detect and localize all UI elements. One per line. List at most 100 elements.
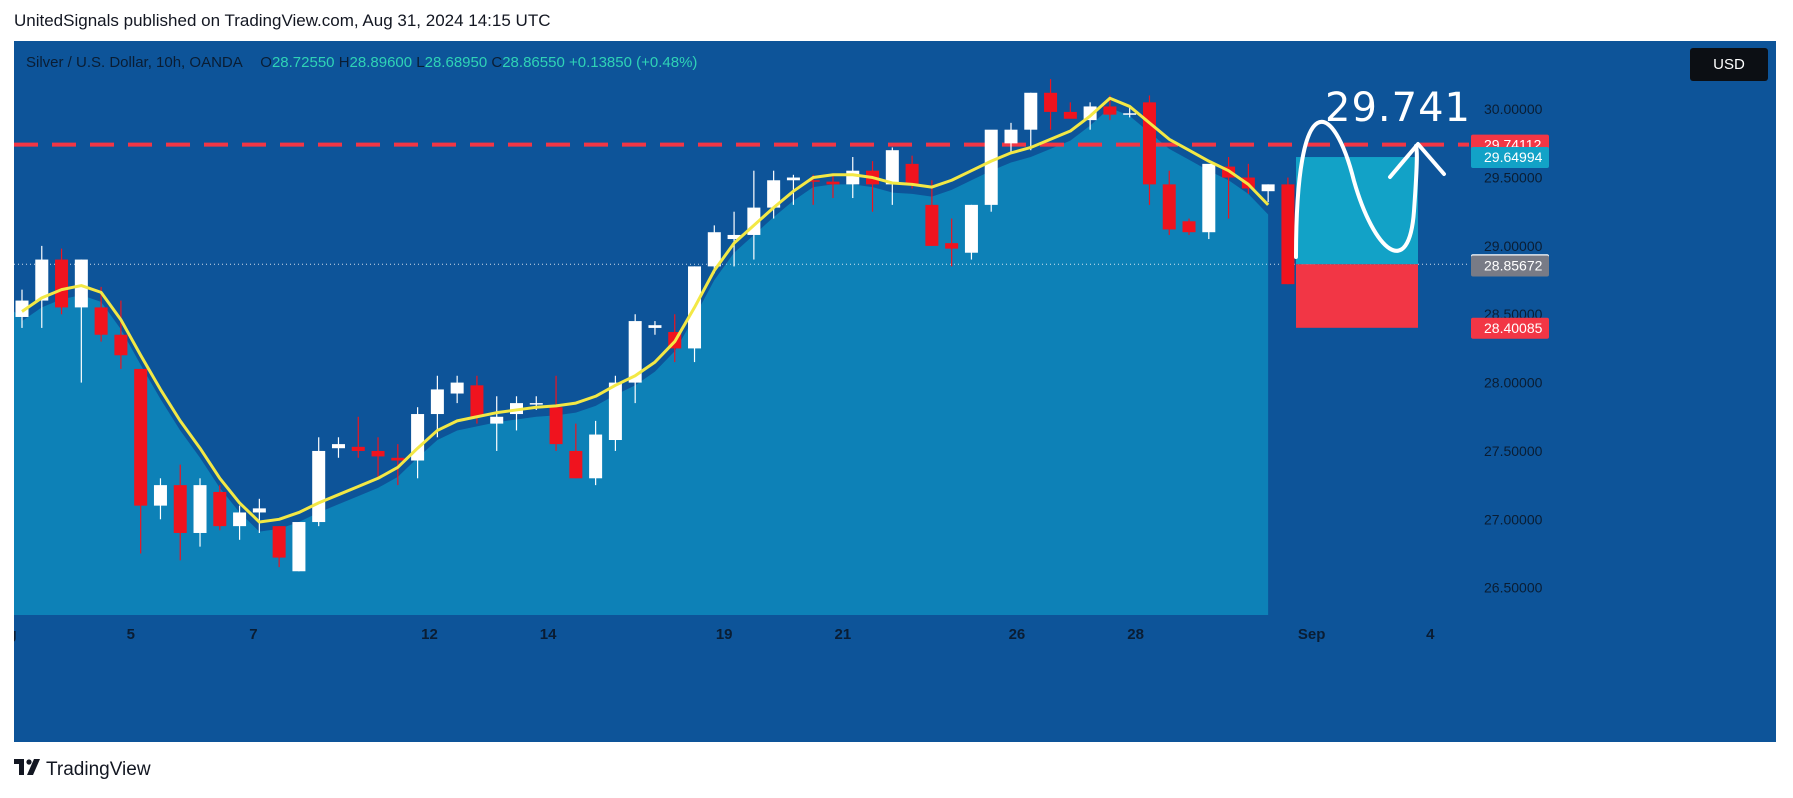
candle-body [35,259,49,301]
long-stop-zone [1296,264,1418,328]
projection-arrow [1294,119,1419,259]
y-tick-label: 27.50000 [1484,443,1543,459]
x-tick-label: 12 [421,626,438,643]
y-axis: 26.5000027.0000027.5000028.0000028.50000… [1484,101,1543,595]
y-tick-label: 30.00000 [1484,101,1543,117]
chart-frame[interactable]: 29.741 26.50000 27.00000 27.50000 28.00000 28… [14,41,1776,742]
legend-close-value: 28.86550 [502,54,565,71]
candle-body [430,389,444,415]
candle-body [233,512,247,527]
legend-low-value: 28.68950 [424,54,488,71]
candle-body [213,491,227,527]
legend-symbol: Silver / U.S. Dollar, 10h, OANDA [26,54,242,71]
candle-body [94,307,108,335]
x-tick-label: 28 [1127,626,1144,643]
tradingview-logo-icon [14,759,40,781]
trend-area [14,107,1269,616]
footer-brand[interactable]: TradingView [14,759,151,781]
x-tick-label: 14 [540,626,557,643]
x-tick-label: 26 [1009,626,1026,643]
candle-body [1261,184,1275,192]
candle-body [885,150,899,185]
candle-body [846,170,860,185]
candle-body [905,163,919,185]
legend-change-value: +0.13850 (+0.48%) [568,54,698,71]
candle-body [312,450,326,523]
candle-body [608,382,622,441]
candle-body [925,204,939,246]
x-tick-label: Sep [1298,626,1326,643]
price-label-box [1471,147,1549,169]
candle-body [727,234,741,240]
candle-body [806,180,820,182]
candle-body [193,485,207,533]
candle-body [826,181,840,185]
candle-body [945,243,959,249]
x-tick-label: 19 [716,626,733,643]
candle-body [786,177,800,181]
publish-header: UnitedSignals published on TradingView.c… [14,11,551,30]
candle-body [292,522,306,572]
candle-body [1123,113,1137,115]
candle-body [1024,92,1038,130]
candle-body [331,444,345,449]
x-tick-label: 5 [127,626,135,643]
candle-body [272,526,286,558]
legend-high-value: 28.89600 [349,54,413,71]
candle-body [74,259,88,308]
x-tick-label: g [14,626,17,643]
candle-body [134,368,148,506]
candle-body [1142,102,1156,185]
candle-body [1281,184,1295,285]
y-tick-label: 26.50000 [1484,580,1543,596]
candle-body [1162,184,1176,230]
projection-arrowhead [1388,142,1446,179]
candle-body [153,485,167,506]
target-annotation: 29.741 [1325,85,1471,131]
candle-body [569,450,583,479]
candle-body [1182,221,1196,233]
candle-body [1004,129,1018,144]
price-label-box [1471,255,1549,277]
moving-average-line [21,96,1270,524]
candle-body [549,407,563,445]
currency-button[interactable]: USD [1690,48,1768,81]
y-tick-label: 29.00000 [1484,238,1543,254]
y-tick-label: 29.50000 [1484,170,1543,186]
candle-body [15,300,29,317]
candle-body [391,457,405,461]
candle-body [450,382,464,394]
x-tick-label: 21 [835,626,852,643]
candle-body [1103,106,1117,115]
candle-body [1044,92,1058,112]
legend-low-label: L [416,54,425,71]
price-label-box [1471,317,1549,339]
x-tick-label: 4 [1426,626,1435,643]
candle-body [529,403,543,405]
candle-body [707,232,721,267]
price-label: 29.64994 [1484,149,1543,165]
candle-body [490,416,504,424]
legend-close-label: C [491,54,503,71]
candle-body [589,434,603,479]
candle-body [371,450,385,457]
candle-body [1202,163,1216,233]
x-axis: g 5 7 12 14 19 21 26 28 Sep 4 [14,626,1435,643]
long-target-zone [1296,157,1418,265]
price-label: 28.40085 [1484,320,1543,336]
candle-body [648,325,662,328]
candle-body [1063,111,1077,119]
candle-body [984,129,998,205]
candle-body [411,414,425,461]
candle-body [964,204,978,253]
candle-body [55,259,69,308]
candle-body [628,321,642,383]
legend-open-label: O [260,54,272,71]
y-tick-label: 28.00000 [1484,375,1543,391]
price-label: 28.85672 [1484,257,1543,273]
candle-body [252,508,266,513]
price-chart[interactable]: 29.741 26.50000 27.00000 27.50000 28.00000 28… [14,41,1776,742]
candle-body [114,334,128,356]
candle-body [173,485,187,533]
legend-open-value: 28.72550 [271,54,335,71]
